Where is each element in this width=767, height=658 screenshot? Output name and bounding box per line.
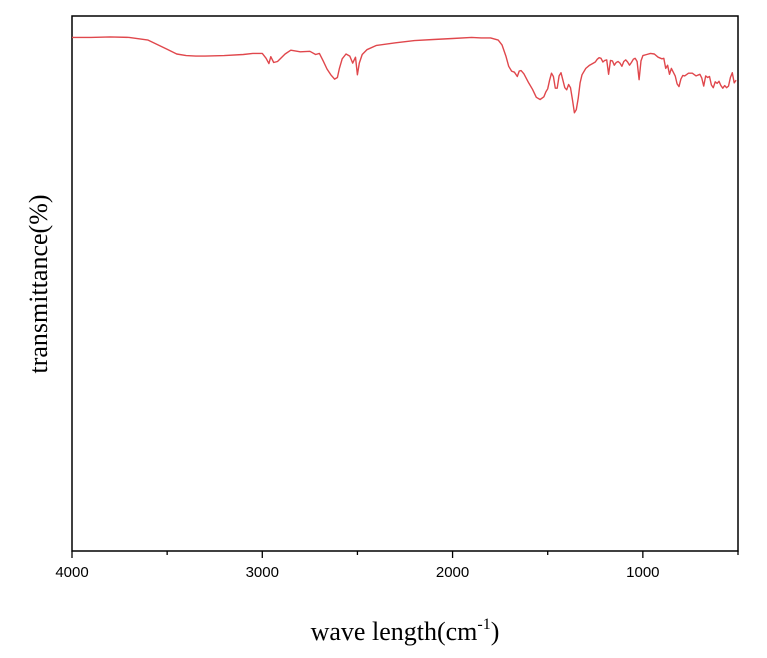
series-line xyxy=(72,36,737,114)
x-axis-tick-labels: 4000 3000 2000 1000 xyxy=(55,564,659,581)
x-axis-title-end: ) xyxy=(491,617,500,646)
x-axis-title-superscript: -1 xyxy=(477,616,490,633)
x-tick-label: 1000 xyxy=(626,564,659,581)
x-tick-label: 2000 xyxy=(436,564,469,581)
x-tick-label: 3000 xyxy=(246,564,279,581)
x-axis-title: wave length(cm-1) xyxy=(311,616,500,646)
y-axis-title: transmittance(%) xyxy=(24,194,53,373)
x-axis-ticks xyxy=(71,551,739,558)
plot-frame xyxy=(71,15,739,552)
x-tick-label: 4000 xyxy=(55,564,88,581)
